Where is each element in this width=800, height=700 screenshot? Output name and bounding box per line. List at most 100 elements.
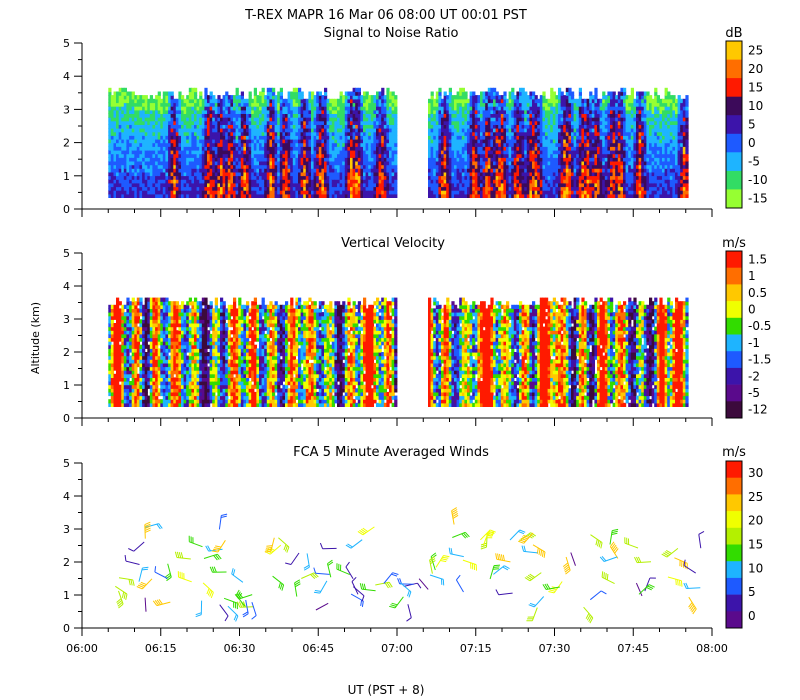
- snr-cell: [277, 171, 281, 177]
- snr-cell: [194, 98, 198, 104]
- snr-cell: [217, 120, 221, 125]
- snr-cell: [290, 171, 294, 177]
- snr-cell: [155, 117, 159, 122]
- snr-cell: [477, 182, 481, 188]
- snr-cell: [256, 124, 260, 129]
- snr-cell: [370, 193, 374, 198]
- snr-cell: [357, 87, 361, 93]
- snr-cell: [428, 149, 432, 155]
- snr-cell: [347, 160, 351, 166]
- snr-cell: [495, 149, 499, 155]
- snr-cell: [467, 164, 471, 169]
- snr-cell: [233, 186, 237, 191]
- snr-cell: [246, 98, 250, 104]
- snr-cell: [272, 91, 276, 96]
- snr-cell: [381, 135, 385, 140]
- snr-cell: [500, 153, 504, 158]
- snr-cell: [383, 102, 387, 107]
- snr-cell: [272, 168, 276, 173]
- snr-cell: [233, 153, 237, 158]
- snr-cell: [188, 142, 192, 147]
- snr-cell: [274, 186, 278, 191]
- snr-cell: [118, 131, 122, 136]
- snr-cell: [209, 91, 213, 96]
- snr-cell: [201, 149, 205, 155]
- snr-cell: [464, 149, 468, 155]
- snr-cell: [383, 157, 387, 162]
- snr-cell: [204, 153, 208, 158]
- snr-cell: [503, 186, 507, 191]
- snr-cell: [313, 168, 317, 173]
- snr-cell: [300, 160, 304, 166]
- snr-cell: [222, 149, 226, 155]
- snr-cell: [295, 149, 299, 155]
- snr-cell: [277, 117, 281, 122]
- snr-cell: [472, 142, 476, 147]
- snr-cell: [139, 124, 143, 129]
- snr-cell: [355, 120, 359, 125]
- snr-cell: [300, 190, 304, 195]
- snr-cell: [363, 171, 367, 177]
- snr-cell: [123, 138, 127, 144]
- snr-cell: [194, 182, 198, 188]
- snr-cell: [243, 102, 247, 107]
- snr-cell: [571, 91, 575, 96]
- snr-cell: [482, 193, 486, 198]
- snr-cell: [129, 95, 133, 100]
- snr-cell: [201, 142, 205, 147]
- snr-cell: [352, 168, 356, 173]
- snr-cell: [381, 87, 385, 93]
- snr-cell: [318, 146, 322, 151]
- snr-cell: [472, 175, 476, 180]
- snr-cell: [326, 146, 330, 151]
- snr-cell: [194, 190, 198, 195]
- snr-cell: [337, 190, 341, 195]
- snr-cell: [360, 193, 364, 198]
- snr-cell: [506, 124, 510, 129]
- snr-cell: [209, 193, 213, 198]
- snr-cell: [157, 193, 161, 198]
- snr-cell: [368, 153, 372, 158]
- snr-cell: [378, 138, 382, 144]
- snr-cell: [508, 182, 512, 188]
- snr-cell: [474, 182, 478, 188]
- snr-cell: [480, 135, 484, 140]
- snr-cell: [464, 164, 468, 169]
- snr-cell: [204, 193, 208, 198]
- snr-cell: [378, 153, 382, 158]
- snr-cell: [443, 193, 447, 198]
- snr-cell: [178, 193, 182, 198]
- snr-cell: [355, 106, 359, 111]
- snr-cell: [175, 117, 179, 122]
- snr-cell: [129, 146, 133, 151]
- snr-cell: [287, 164, 291, 169]
- snr-cell: [513, 117, 517, 122]
- snr-cell: [123, 91, 127, 96]
- snr-cell: [295, 109, 299, 114]
- snr-cell: [186, 142, 190, 147]
- snr-cell: [287, 186, 291, 191]
- snr-cell: [490, 128, 494, 133]
- snr-cell: [201, 182, 205, 188]
- snr-cell: [508, 193, 512, 198]
- snr-cell: [269, 190, 273, 195]
- snr-cell: [376, 91, 380, 96]
- snr-cell: [272, 175, 276, 180]
- snr-cell: [321, 146, 325, 151]
- snr-cell: [165, 179, 169, 184]
- snr-cell: [253, 106, 257, 111]
- snr-cell: [285, 124, 289, 129]
- snr-cell: [204, 186, 208, 191]
- snr-cell: [459, 175, 463, 180]
- snr-cell: [482, 95, 486, 100]
- snr-cell: [438, 157, 442, 162]
- snr-cell: [370, 190, 374, 195]
- snr-cell: [175, 175, 179, 180]
- snr-cell: [261, 117, 265, 122]
- snr-cell: [357, 175, 361, 180]
- snr-cell: [324, 98, 328, 104]
- snr-cell: [389, 120, 393, 125]
- snr-cell: [113, 157, 117, 162]
- snr-cell: [147, 175, 151, 180]
- snr-cell: [129, 142, 133, 147]
